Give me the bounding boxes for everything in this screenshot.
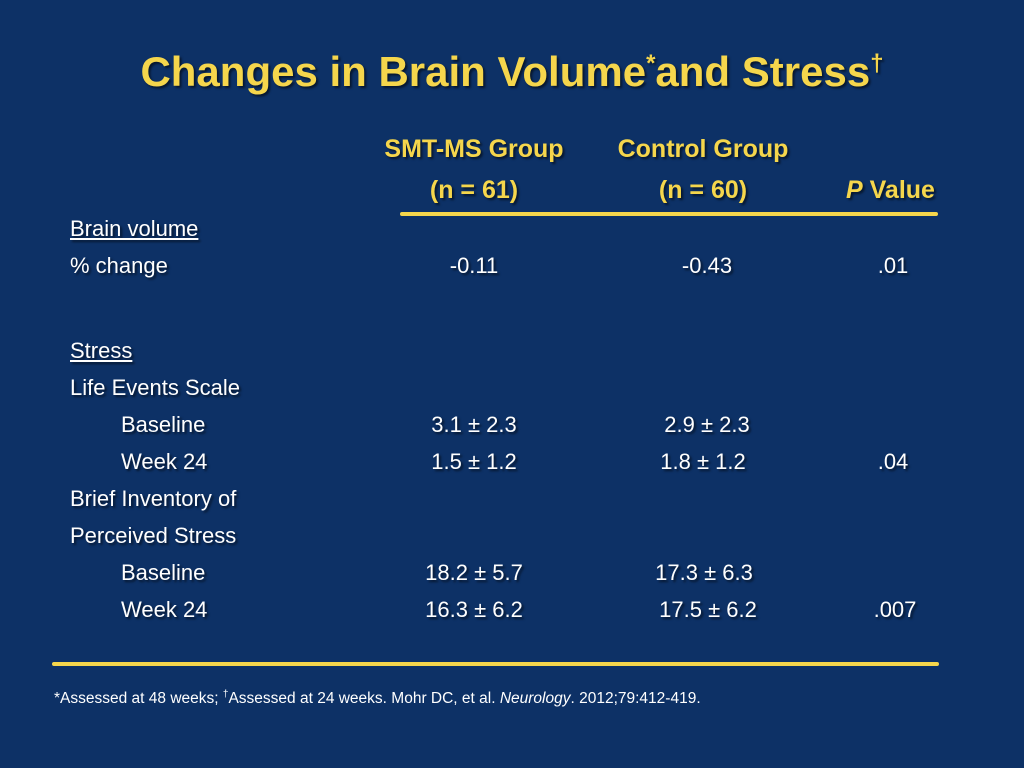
cell-les-week24-smt: 1.5 ± 1.2 bbox=[431, 449, 517, 474]
row-label-les-week24: Week 24 bbox=[121, 449, 208, 474]
header-smt-group: SMT-MS Group bbox=[384, 135, 564, 163]
cell-pct-change-smt: -0.11 bbox=[449, 253, 499, 278]
cell-pct-change-p: .01 bbox=[877, 253, 909, 278]
cell-bips-week24-smt: 16.3 ± 6.2 bbox=[425, 597, 523, 622]
row-label-les-baseline: Baseline bbox=[121, 412, 206, 437]
footnote-text-2: Assessed at 24 weeks. Mohr DC, et al. bbox=[228, 690, 500, 707]
cell-les-week24-p: .04 bbox=[877, 449, 909, 474]
cell-bips-baseline-smt: 18.2 ± 5.7 bbox=[425, 560, 523, 585]
cell-les-baseline-control: 2.9 ± 2.3 bbox=[664, 412, 750, 437]
p-italic: P bbox=[846, 176, 863, 204]
title-text: Changes in Brain Volume bbox=[140, 48, 647, 95]
footer-rule bbox=[52, 662, 939, 666]
title-asterisk: * bbox=[646, 50, 656, 77]
row-label-bips-1: Brief Inventory of bbox=[70, 486, 237, 511]
footnote-text-1: Assessed at 48 weeks; bbox=[60, 690, 223, 707]
header-control-n: (n = 60) bbox=[658, 176, 748, 204]
header-smt-n: (n = 61) bbox=[429, 176, 519, 204]
section-stress: Stress bbox=[70, 338, 133, 363]
cell-bips-week24-control: 17.5 ± 6.2 bbox=[659, 597, 757, 622]
section-brain-volume: Brain volume bbox=[70, 216, 199, 241]
footnote-dagger: † bbox=[222, 688, 229, 700]
row-label-bips-week24: Week 24 bbox=[121, 597, 208, 622]
slide-title: Changes in Brain Volume*and Stress† bbox=[0, 48, 1024, 96]
header-p-value: P Value bbox=[846, 176, 935, 205]
row-label-pct-change: % change bbox=[70, 253, 168, 278]
header-rule bbox=[400, 212, 938, 216]
title-dagger: † bbox=[870, 50, 884, 77]
cell-les-baseline-smt: 3.1 ± 2.3 bbox=[431, 412, 517, 437]
cell-les-week24-control: 1.8 ± 1.2 bbox=[660, 449, 746, 474]
footnote-citation: . 2012;79:412-419. bbox=[570, 690, 701, 707]
header-control-group: Control Group bbox=[617, 135, 789, 163]
cell-pct-change-control: -0.43 bbox=[681, 253, 733, 278]
footnote-journal: Neurology bbox=[499, 690, 571, 707]
footnote-asterisk: * bbox=[54, 690, 61, 707]
title-text-2: and Stress bbox=[655, 48, 871, 95]
row-label-bips-baseline: Baseline bbox=[121, 560, 206, 585]
cell-bips-week24-p: .007 bbox=[873, 597, 917, 622]
row-label-life-events: Life Events Scale bbox=[70, 375, 240, 400]
p-value-label: Value bbox=[862, 176, 935, 204]
cell-bips-baseline-control: 17.3 ± 6.3 bbox=[655, 560, 753, 585]
footnote: *Assessed at 48 weeks; †Assessed at 24 w… bbox=[54, 688, 701, 708]
row-label-bips-2: Perceived Stress bbox=[70, 523, 237, 548]
